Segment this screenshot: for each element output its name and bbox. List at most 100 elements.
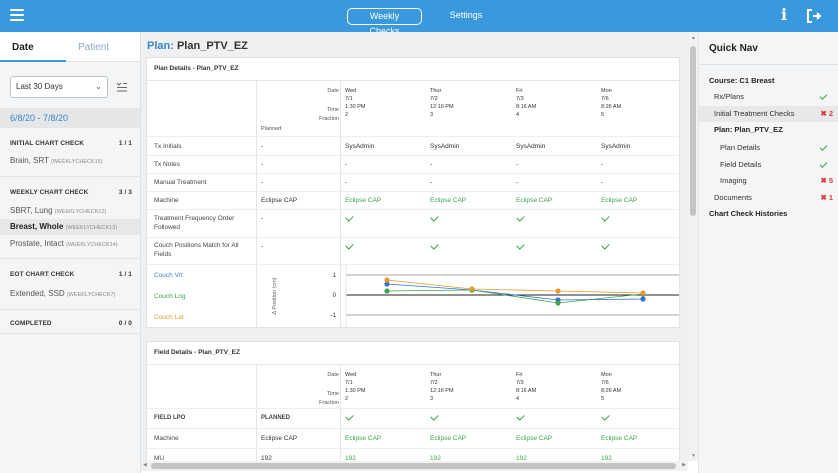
chevron-down-icon: ⌄	[95, 82, 102, 91]
planned-value: -	[261, 243, 264, 250]
col-fraction: 3	[430, 112, 434, 118]
check-icon	[819, 92, 828, 100]
list-item[interactable]: Brain, SRT (WEEKLYCHECK15)	[0, 153, 140, 169]
col-date: 7/6	[601, 380, 609, 386]
horizontal-scrollbar[interactable]: ◀ ▶	[141, 461, 688, 471]
row-label: MU	[154, 455, 165, 461]
cell-value: Eclipse CAP	[345, 435, 382, 442]
row-divider	[147, 428, 679, 429]
tab-settings[interactable]: Settings	[449, 10, 483, 20]
scroll-up-icon[interactable]: ▲	[691, 35, 696, 41]
active-tab-indicator	[0, 60, 66, 62]
check-icon	[430, 241, 439, 250]
card-title: Field Details - Plan_PTV_EZ	[154, 349, 240, 356]
cell-value: SysAdmin	[516, 143, 546, 150]
nav-label: Plan Details	[720, 143, 761, 152]
nav-label: Chart Check Histories	[709, 209, 788, 218]
tab-weekly-checks[interactable]: Weekly Checks	[347, 8, 422, 36]
plan-name: Plan_PTV_EZ	[176, 40, 248, 52]
row-divider	[147, 173, 679, 174]
col-date: 7/1	[345, 96, 353, 102]
tab-date[interactable]: Date	[12, 42, 34, 53]
error-count: ✖ 5	[820, 176, 833, 185]
check-icon	[601, 213, 610, 222]
header-label-date: Date	[327, 88, 339, 94]
quick-nav-documents[interactable]: Documents ✖ 1	[699, 190, 838, 206]
row-label: Treatment Frequency Order Followed	[154, 215, 235, 231]
col-fraction: 5	[601, 112, 605, 118]
list-item[interactable]: Extended, SSD (WEEKLYCHECK7)	[0, 286, 140, 302]
cell-value: 192	[345, 455, 356, 461]
data-point-couch-lat[interactable]	[469, 286, 475, 292]
quick-nav-plan-details[interactable]: Plan Details	[699, 140, 838, 156]
cell-value: -	[601, 161, 604, 168]
cell-value: 192	[601, 455, 612, 461]
item-name: SBRT, Lung	[10, 206, 53, 215]
plan-title: Plan: Plan_PTV_EZ	[147, 40, 248, 52]
row-divider	[147, 155, 679, 156]
data-point-couch-lat[interactable]	[555, 288, 561, 294]
cell-value: Eclipse CAP	[601, 435, 638, 442]
check-icon	[516, 412, 525, 421]
header-label-planned: Planned	[261, 126, 282, 132]
divider	[147, 80, 679, 81]
planned-value: -	[261, 161, 264, 168]
col-time: 1:30 PM	[345, 104, 366, 110]
scroll-left-icon[interactable]: ◀	[143, 462, 147, 468]
list-item-selected[interactable]: Breast, Whole (WEEKLYCHECK13)	[0, 219, 140, 235]
error-count-value: 1	[828, 193, 833, 202]
list-item[interactable]: Prostate, Intact (WEEKLYCHECK14)	[0, 236, 140, 252]
item-code: (WEEKLYCHECK12)	[54, 209, 107, 215]
quick-nav-rx-plans[interactable]: Rx/Plans	[699, 89, 838, 105]
cell-value: -	[430, 161, 433, 168]
info-icon[interactable]: i	[781, 5, 788, 24]
menu-icon[interactable]	[10, 9, 24, 21]
data-point-couch-vrt[interactable]	[640, 296, 646, 302]
column-header: Thur 7/2 12:16 PM 3	[430, 371, 454, 403]
col-date: 7/2	[430, 96, 438, 102]
series-label-couch-vrt: Couch Vrt	[154, 272, 183, 279]
data-point-couch-vrt[interactable]	[384, 281, 390, 287]
divider	[0, 258, 140, 259]
field-details-card: Field Details - Plan_PTV_EZ Date Time Fr…	[146, 341, 680, 461]
scroll-right-icon[interactable]: ▶	[682, 462, 686, 468]
col-fraction: 2	[345, 396, 349, 402]
col-day: Wed	[345, 88, 357, 94]
quick-nav-imaging[interactable]: Imaging ✖ 5	[699, 173, 838, 189]
list-item[interactable]: SBRT, Lung (WEEKLYCHECK12)	[0, 203, 140, 219]
tab-patient[interactable]: Patient	[78, 42, 110, 53]
nav-label: Initial Treatment Checks	[714, 109, 795, 118]
scrollbar-thumb[interactable]	[690, 46, 696, 216]
planned-value: 192	[261, 455, 272, 461]
quick-nav-initial-treatment-checks[interactable]: Initial Treatment Checks ✖ 2	[699, 106, 838, 122]
logout-icon[interactable]	[806, 8, 822, 24]
data-point-couch-lat[interactable]	[640, 290, 646, 296]
quick-nav-field-details[interactable]: Field Details	[699, 157, 838, 173]
data-point-couch-lng[interactable]	[555, 300, 561, 306]
series-label-couch-lng: Couch Lng	[154, 293, 186, 300]
scrollbar-thumb[interactable]	[151, 463, 676, 469]
nav-label: Imaging	[720, 176, 747, 185]
group-title: WEEKLY CHART CHECK	[10, 189, 89, 196]
col-fraction: 4	[516, 112, 520, 118]
vertical-scrollbar[interactable]: ▲ ▼	[688, 32, 698, 461]
quick-nav-plan[interactable]: Plan: Plan_PTV_EZ	[699, 122, 838, 138]
col-date: 7/6	[601, 96, 609, 102]
quick-nav-chart-check-histories[interactable]: Chart Check Histories	[699, 206, 838, 222]
data-point-couch-lat[interactable]	[384, 277, 390, 283]
group-title: INITIAL CHART CHECK	[10, 140, 84, 147]
quick-nav-course[interactable]: Course: C1 Breast	[699, 73, 838, 89]
header-label-fraction: Fraction	[319, 400, 339, 406]
left-tabs: Date Patient	[0, 32, 140, 62]
item-name: Extended, SSD	[10, 289, 65, 298]
scroll-down-icon[interactable]: ▼	[691, 453, 696, 459]
data-point-couch-lng[interactable]	[384, 288, 390, 294]
check-icon	[516, 213, 525, 222]
error-count-value: 2	[828, 109, 833, 118]
filter-list-icon[interactable]	[116, 81, 128, 93]
item-name: Brain, SRT	[10, 156, 49, 165]
date-range-select[interactable]: Last 30 Days ⌄	[10, 76, 108, 98]
cell-value: -	[516, 179, 519, 186]
cell-value: 192	[430, 455, 441, 461]
cell-value: -	[345, 161, 348, 168]
